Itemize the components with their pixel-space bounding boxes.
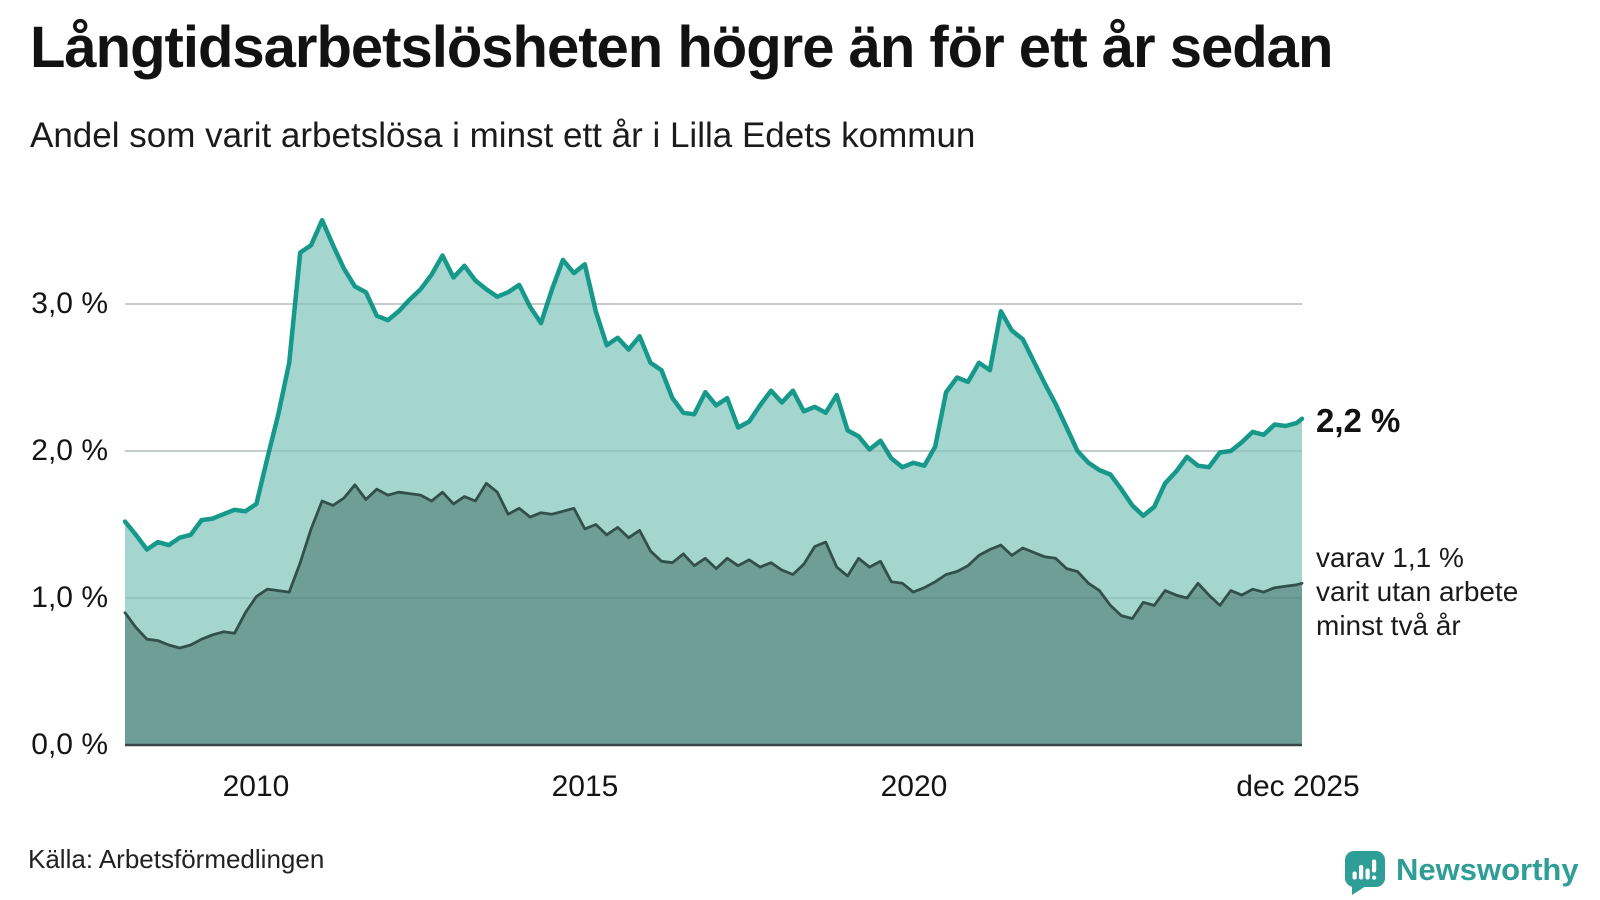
y-axis-tick-0: 0,0 % bbox=[31, 728, 108, 761]
series-total-end-value-label: 2,2 % bbox=[1316, 402, 1401, 439]
newsworthy-logo-text: Newsworthy bbox=[1396, 852, 1579, 887]
end-note-line-2: varit utan arbete bbox=[1316, 576, 1519, 607]
page-subtitle: Andel som varit arbetslösa i minst ett å… bbox=[30, 116, 976, 155]
y-axis-tick-3: 3,0 % bbox=[31, 287, 108, 320]
x-axis-tick-dec-2025: dec 2025 bbox=[1236, 770, 1360, 803]
end-note-line-3: minst två år bbox=[1316, 610, 1461, 641]
unemployed-at-least-two-years-line bbox=[123, 481, 1304, 650]
end-note-line-1: varav 1,1 % bbox=[1316, 542, 1464, 573]
x-axis-tick-2015: 2015 bbox=[551, 770, 619, 803]
unemployed-at-least-two-years-area bbox=[125, 483, 1302, 745]
series-two-year-end-note: varav 1,1 % varit utan arbete minst två … bbox=[1316, 541, 1518, 643]
x-axis-tick-2020: 2020 bbox=[880, 770, 948, 803]
page-title: Långtidsarbetslösheten högre än för ett … bbox=[30, 15, 1333, 80]
newsworthy-logo-icon bbox=[1345, 851, 1385, 895]
source-note: Källa: Arbetsförmedlingen bbox=[28, 844, 325, 874]
y-axis-tick-1: 1,0 % bbox=[31, 581, 108, 614]
x-axis-tick-2010: 2010 bbox=[222, 770, 290, 803]
newsworthy-brand: Newsworthy bbox=[1344, 850, 1579, 896]
unemployed-at-least-one-year-line bbox=[122, 217, 1305, 552]
y-axis-tick-2: 2,0 % bbox=[31, 434, 108, 467]
